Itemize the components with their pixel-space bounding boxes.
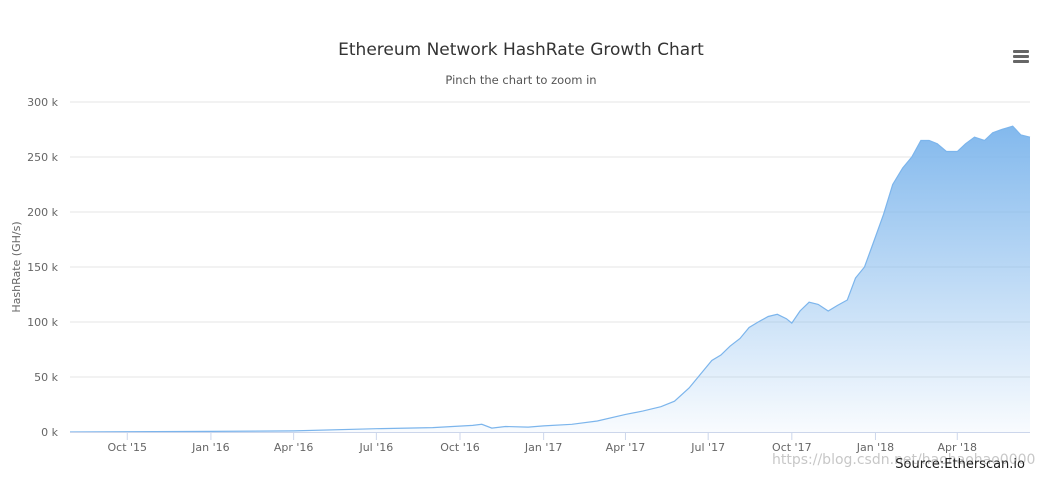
x-tick-label: Apr '18 xyxy=(937,441,977,454)
chart-subtitle: Pinch the chart to zoom in xyxy=(445,73,597,87)
x-tick-label: Oct '15 xyxy=(107,441,147,454)
hamburger-menu-icon[interactable] xyxy=(1013,50,1029,64)
menu-bar xyxy=(1013,50,1029,53)
y-tick-label: 200 k xyxy=(27,206,58,219)
axis-labels: 0 k 50 k 100 k 150 k 200 k 250 k 300 k Oct '15 J… xyxy=(10,96,977,454)
y-axis-title: HashRate (GH/s) xyxy=(10,221,23,312)
y-tick-label: 50 k xyxy=(34,371,58,384)
chart-title: Ethereum Network HashRate Growth Chart xyxy=(338,40,704,60)
hashrate-line xyxy=(69,125,1031,433)
axes xyxy=(70,432,1030,440)
x-tick-label: Jul '16 xyxy=(358,441,393,454)
x-tick-label: Oct '17 xyxy=(772,441,812,454)
source-credit: Source:Etherscan.io xyxy=(895,457,1025,472)
x-tick-label: Apr '16 xyxy=(274,441,314,454)
series-area xyxy=(69,125,1031,433)
y-tick-label: 300 k xyxy=(27,96,58,109)
y-tick-label: 250 k xyxy=(27,151,58,164)
y-tick-label: 150 k xyxy=(27,261,58,274)
watermark-text: https://blog.csdn.net/haohaohao0000 xyxy=(772,452,1036,468)
x-tick-label: Jul '17 xyxy=(690,441,725,454)
y-tick-label: 0 k xyxy=(41,426,58,439)
menu-bar xyxy=(1013,55,1029,58)
x-tick-label: Jan '17 xyxy=(524,441,562,454)
x-tick-label: Apr '17 xyxy=(606,441,646,454)
x-tick-label: Jan '16 xyxy=(191,441,229,454)
x-tick-label: Oct '16 xyxy=(440,441,480,454)
y-tick-label: 100 k xyxy=(27,316,58,329)
x-tick-label: Jan '18 xyxy=(856,441,894,454)
menu-bar xyxy=(1013,60,1029,63)
hashrate-area-fill xyxy=(70,126,1030,432)
